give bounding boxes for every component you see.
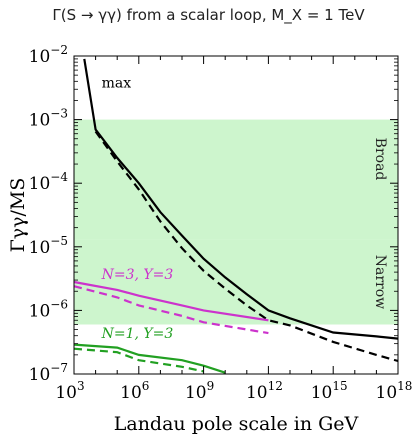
y-tick-label: 10−5 [29, 234, 68, 258]
y-axis-label: Γγγ/MS [7, 178, 29, 253]
series-line-n-1-y-3-dashed [73, 347, 204, 373]
annotation-narrow: Narrow [372, 255, 388, 309]
region-narrow [74, 239, 398, 325]
region-broad [74, 119, 398, 240]
annotation-n-1-y-3: N=1, Y=3 [101, 326, 174, 342]
series-line-n-1-y-3-solid [73, 343, 226, 374]
series-line-n-3-y-3-dashed [73, 285, 269, 335]
x-tick-label: 1018 [376, 379, 413, 403]
annotation-n-3-y-3: N=3, Y=3 [101, 267, 174, 283]
x-tick-label: 103 [55, 379, 84, 403]
plot-frame [73, 55, 399, 375]
x-tick-label: 1012 [246, 379, 283, 403]
x-tick-label: 109 [185, 379, 214, 403]
annotation-max: max [102, 75, 132, 91]
y-tick-label: 10−6 [29, 297, 68, 321]
y-tick-label: 10−3 [29, 107, 68, 131]
x-tick-label: 1015 [311, 379, 348, 403]
series-line-n-3-y-3-solid [73, 280, 269, 322]
x-tick-label: 106 [120, 379, 149, 403]
annotation-broad: Broad [372, 138, 388, 181]
y-tick-label: 10−4 [29, 170, 69, 194]
y-tick-label: 10−7 [29, 361, 68, 385]
series-line-max-solid [83, 58, 399, 340]
chart-title: Γ(S → γγ) from a scalar loop, M_X = 1 Te… [52, 6, 365, 24]
x-axis-label: Landau pole scale in GeV [114, 413, 359, 435]
series-line-max-dashed [94, 130, 399, 363]
y-tick-label: 10−2 [29, 43, 68, 67]
